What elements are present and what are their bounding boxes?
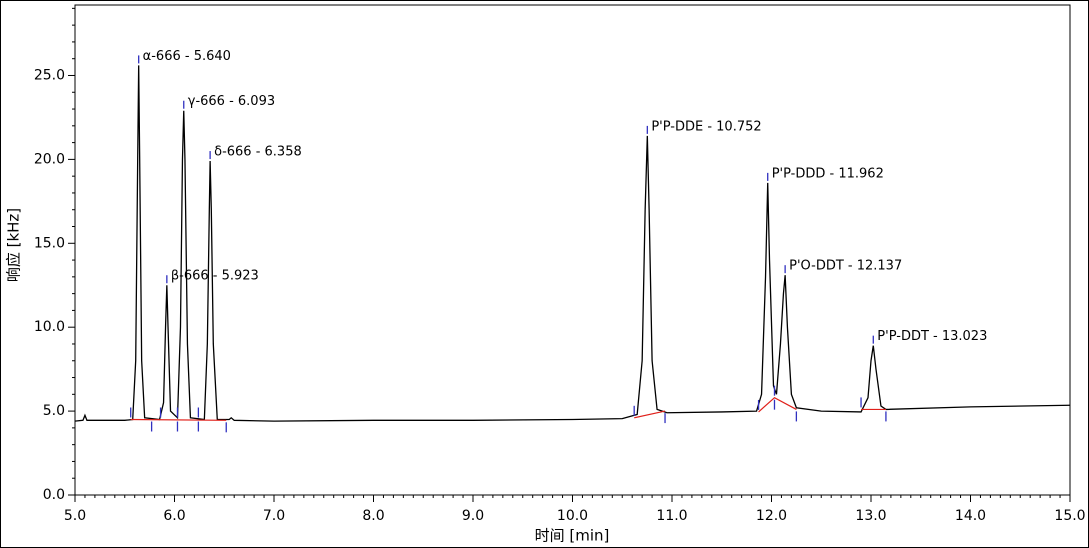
x-tick-label: 14.0 xyxy=(955,508,986,524)
x-tick-label: 10.0 xyxy=(557,508,588,524)
plot-area xyxy=(74,4,1071,496)
x-tick-label: 15.0 xyxy=(1054,508,1085,524)
x-axis-title: 时间 [min] xyxy=(535,527,610,545)
y-tick-label: 15.0 xyxy=(34,235,65,251)
peak-label: P'P-DDD - 11.962 xyxy=(772,166,884,181)
x-tick-label: 7.0 xyxy=(263,508,285,524)
peak-label: P'O-DDT - 12.137 xyxy=(789,259,902,274)
trace xyxy=(74,65,1071,422)
x-tick-label: 13.0 xyxy=(855,508,886,524)
y-tick-label: 25.0 xyxy=(34,67,65,83)
x-tick-label: 8.0 xyxy=(362,508,384,524)
peak-label: α-666 - 5.640 xyxy=(143,49,231,64)
baseline xyxy=(130,396,886,421)
y-tick-label: 10.0 xyxy=(34,319,65,335)
x-tick-label: 9.0 xyxy=(462,508,484,524)
peak-label: β-666 - 5.923 xyxy=(171,269,259,284)
peak-label: γ-666 - 6.093 xyxy=(188,94,275,109)
y-axis-title: 响应 [kHz] xyxy=(5,208,23,282)
x-tick-label: 12.0 xyxy=(756,508,787,524)
peak-label: P'P-DDT - 13.023 xyxy=(877,329,987,344)
peak-label: δ-666 - 6.358 xyxy=(214,145,302,160)
x-tick-label: 6.0 xyxy=(163,508,185,524)
y-tick-label: 0.0 xyxy=(43,487,65,503)
y-tick-label: 20.0 xyxy=(34,151,65,167)
peak-label: P'P-DDE - 10.752 xyxy=(651,119,761,134)
x-tick-label: 11.0 xyxy=(656,508,687,524)
y-tick-label: 5.0 xyxy=(43,403,65,419)
x-tick-label: 5.0 xyxy=(64,508,86,524)
